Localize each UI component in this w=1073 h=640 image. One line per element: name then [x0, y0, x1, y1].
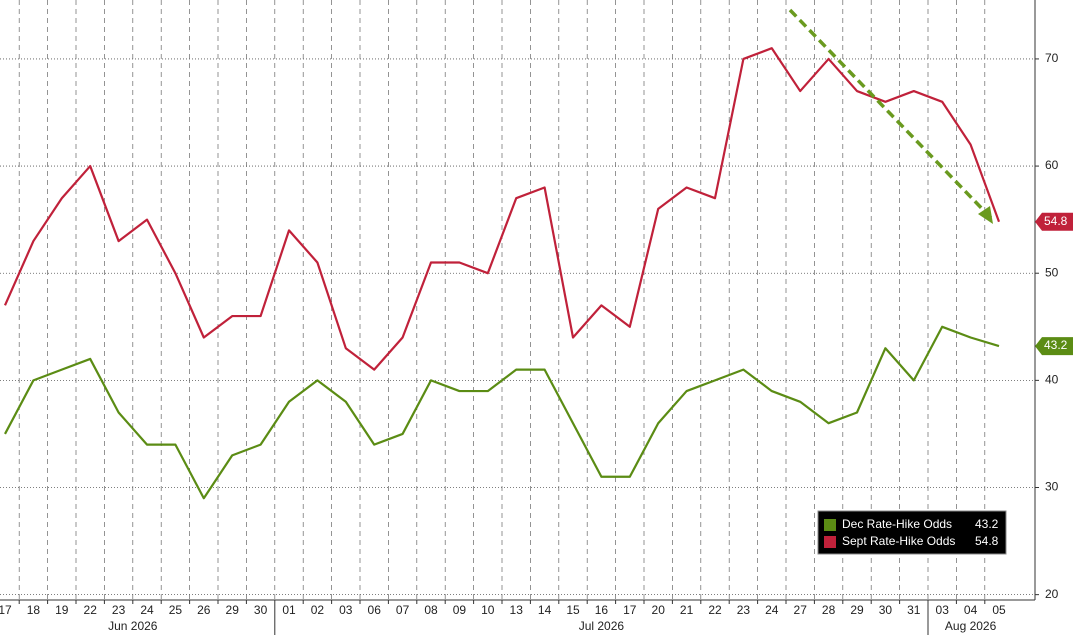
legend-swatch: [824, 536, 836, 548]
x-tick-label: 04: [964, 603, 978, 617]
month-label: Jun 2026: [108, 619, 158, 633]
x-tick-label: 03: [936, 603, 950, 617]
x-tick-label: 21: [680, 603, 694, 617]
x-tick-label: 08: [424, 603, 438, 617]
y-tick-label: 50: [1045, 265, 1059, 279]
x-tick-label: 01: [282, 603, 296, 617]
x-tick-label: 13: [510, 603, 524, 617]
legend-box: [817, 510, 1007, 555]
trend-arrowhead: [978, 206, 993, 224]
series-line: [4, 325, 1000, 500]
x-tick-label: 31: [907, 603, 921, 617]
x-tick-label: 16: [595, 603, 609, 617]
legend-value: 43.2: [975, 517, 999, 531]
legend-label: Sept Rate-Hike Odds: [842, 534, 955, 548]
end-tag: [1035, 337, 1073, 356]
x-tick-label: 03: [339, 603, 353, 617]
x-tick-label: 26: [197, 603, 211, 617]
end-tag: [1035, 212, 1073, 231]
x-tick-label: 18: [27, 603, 41, 617]
legend-label: Dec Rate-Hike Odds: [842, 517, 952, 531]
x-tick-label: 07: [396, 603, 410, 617]
x-tick-label: 19: [55, 603, 69, 617]
x-tick-label: 09: [453, 603, 467, 617]
x-tick-label: 05: [992, 603, 1006, 617]
x-tick-label: 15: [566, 603, 580, 617]
x-tick-label: 30: [254, 603, 268, 617]
y-tick-label: 30: [1045, 480, 1059, 494]
y-tick-label: 40: [1045, 373, 1059, 387]
y-tick-label: 70: [1045, 51, 1059, 65]
x-tick-label: 29: [850, 603, 864, 617]
legend-value: 54.8: [975, 534, 999, 548]
legend: Dec Rate-Hike Odds 43.2 Sept Rate-Hike Odd…: [817, 510, 1007, 555]
x-tick-label: 28: [822, 603, 836, 617]
x-tick-label: 20: [652, 603, 666, 617]
x-tick-label: 17: [623, 603, 637, 617]
x-tick-label: 10: [481, 603, 495, 617]
x-tick-label: 29: [226, 603, 240, 617]
x-tick-label: 27: [794, 603, 808, 617]
end-value-label: 43.2: [1044, 338, 1068, 352]
x-tick-label: 06: [368, 603, 382, 617]
y-tick-label: 20: [1045, 587, 1059, 601]
month-label: Jul 2026: [579, 619, 625, 633]
month-label: Aug 2026: [945, 619, 997, 633]
x-tick-label: 02: [311, 603, 325, 617]
legend-swatch: [824, 519, 836, 531]
end-value-label: 54.8: [1044, 214, 1068, 228]
x-tick-label: 23: [112, 603, 126, 617]
x-tick-label: 14: [538, 603, 552, 617]
x-tick-label: 22: [708, 603, 722, 617]
x-tick-label: 24: [140, 603, 154, 617]
x-tick-label: 30: [879, 603, 893, 617]
x-tick-label: 25: [169, 603, 183, 617]
x-tick-label: 17: [0, 603, 12, 617]
y-tick-label: 60: [1045, 158, 1059, 172]
trend-arrow: [788, 8, 995, 222]
x-tick-label: 23: [737, 603, 751, 617]
x-tick-label: 22: [84, 603, 98, 617]
series-line: [3, 47, 1001, 371]
x-tick-label: 24: [765, 603, 779, 617]
